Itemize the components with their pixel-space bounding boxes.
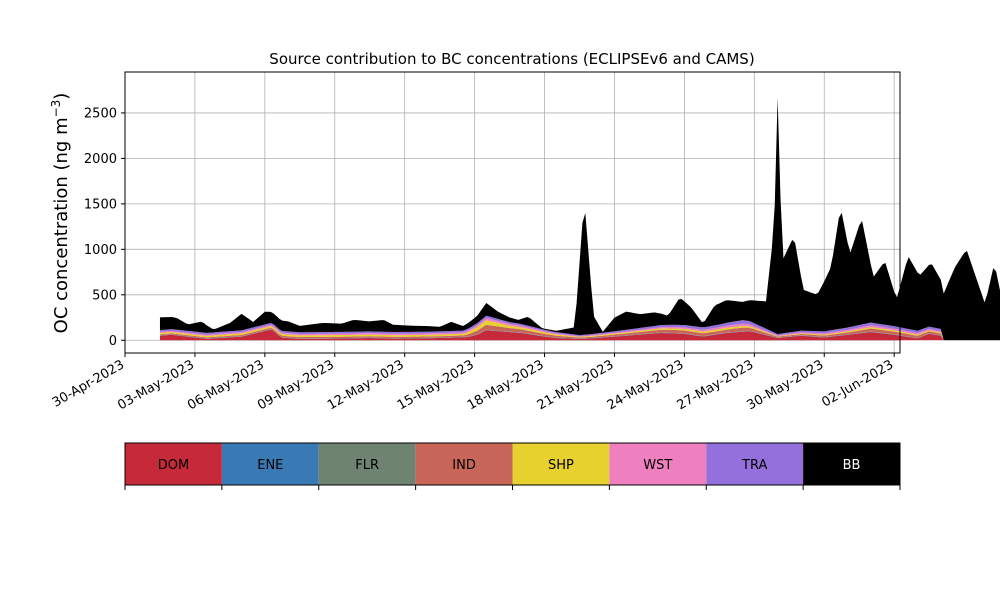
legend-swatch-bb — [803, 443, 900, 485]
area-dom — [159, 329, 1000, 341]
plot-frame — [124, 71, 901, 354]
legend-label-flr: FLR — [355, 458, 379, 473]
legend-label-ind: IND — [452, 458, 476, 473]
legend-swatch-ene — [221, 443, 319, 485]
legend-label-wst: WST — [643, 458, 672, 473]
legend-swatch-tra — [706, 443, 804, 485]
y-tick-label: 500 — [92, 288, 117, 303]
legend-swatch-wst — [609, 443, 707, 485]
y-axis-ticks: 0 500 1000 1500 2000 2500 — [84, 106, 125, 349]
area-shp — [159, 320, 1000, 341]
y-axis-label: OC concentration (ng m−3) — [49, 93, 72, 334]
legend-label-tra: TRA — [741, 458, 767, 473]
legend-label-ene: ENE — [257, 458, 283, 473]
y-tick-label: 2500 — [84, 106, 117, 121]
y-tick-label: 2000 — [84, 152, 117, 167]
y-tick-label: 1000 — [84, 243, 117, 258]
area-tra — [159, 315, 1000, 341]
legend-label-bb: BB — [843, 458, 861, 473]
legend-swatch-dom — [125, 443, 222, 485]
legend-label-shp: SHP — [548, 458, 574, 473]
area-ind — [159, 324, 1000, 341]
y-tick-label: 1500 — [84, 197, 117, 212]
area-bb — [159, 97, 1000, 341]
legend-swatch-ind — [415, 443, 513, 485]
chart-title: Source contribution to BC concentrations… — [269, 50, 754, 68]
y-tick-label: 0 — [109, 334, 117, 349]
stacked-areas — [159, 97, 1000, 341]
source-legend: DOM ENE FLR IND SHP WST TRA BB — [124, 442, 901, 490]
legend-label-dom: DOM — [158, 458, 189, 473]
legend-swatch-flr — [318, 443, 416, 485]
legend-swatch-shp — [512, 443, 610, 485]
